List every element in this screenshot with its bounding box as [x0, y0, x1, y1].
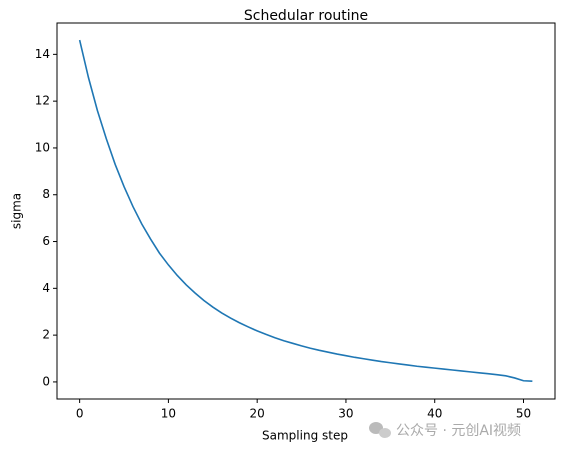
y-tick-label: 6: [42, 234, 50, 248]
y-axis-label: sigma: [10, 193, 24, 229]
y-tick-label: 8: [42, 187, 50, 201]
y-tick-label: 12: [35, 94, 50, 108]
y-tick-label: 0: [42, 374, 50, 388]
chart-title: Schedular routine: [244, 8, 368, 24]
line-series: [78, 39, 533, 383]
watermark-icon: [369, 422, 391, 438]
x-tick-label: 50: [516, 407, 531, 421]
x-tick-label: 20: [250, 407, 265, 421]
x-tick-label: 40: [427, 407, 442, 421]
x-axis-label: Sampling step: [262, 429, 348, 443]
y-tick-label: 2: [42, 328, 50, 342]
y-tick-label: 10: [35, 140, 50, 154]
plot-frame: [56, 22, 556, 400]
x-tick-label: 0: [76, 407, 84, 421]
watermark: 公众号 · 元创AI视频: [396, 423, 521, 439]
x-tick-label: 10: [161, 407, 176, 421]
y-tick-label: 14: [35, 47, 50, 61]
x-tick-label: 30: [338, 407, 353, 421]
y-tick-label: 4: [42, 281, 50, 295]
